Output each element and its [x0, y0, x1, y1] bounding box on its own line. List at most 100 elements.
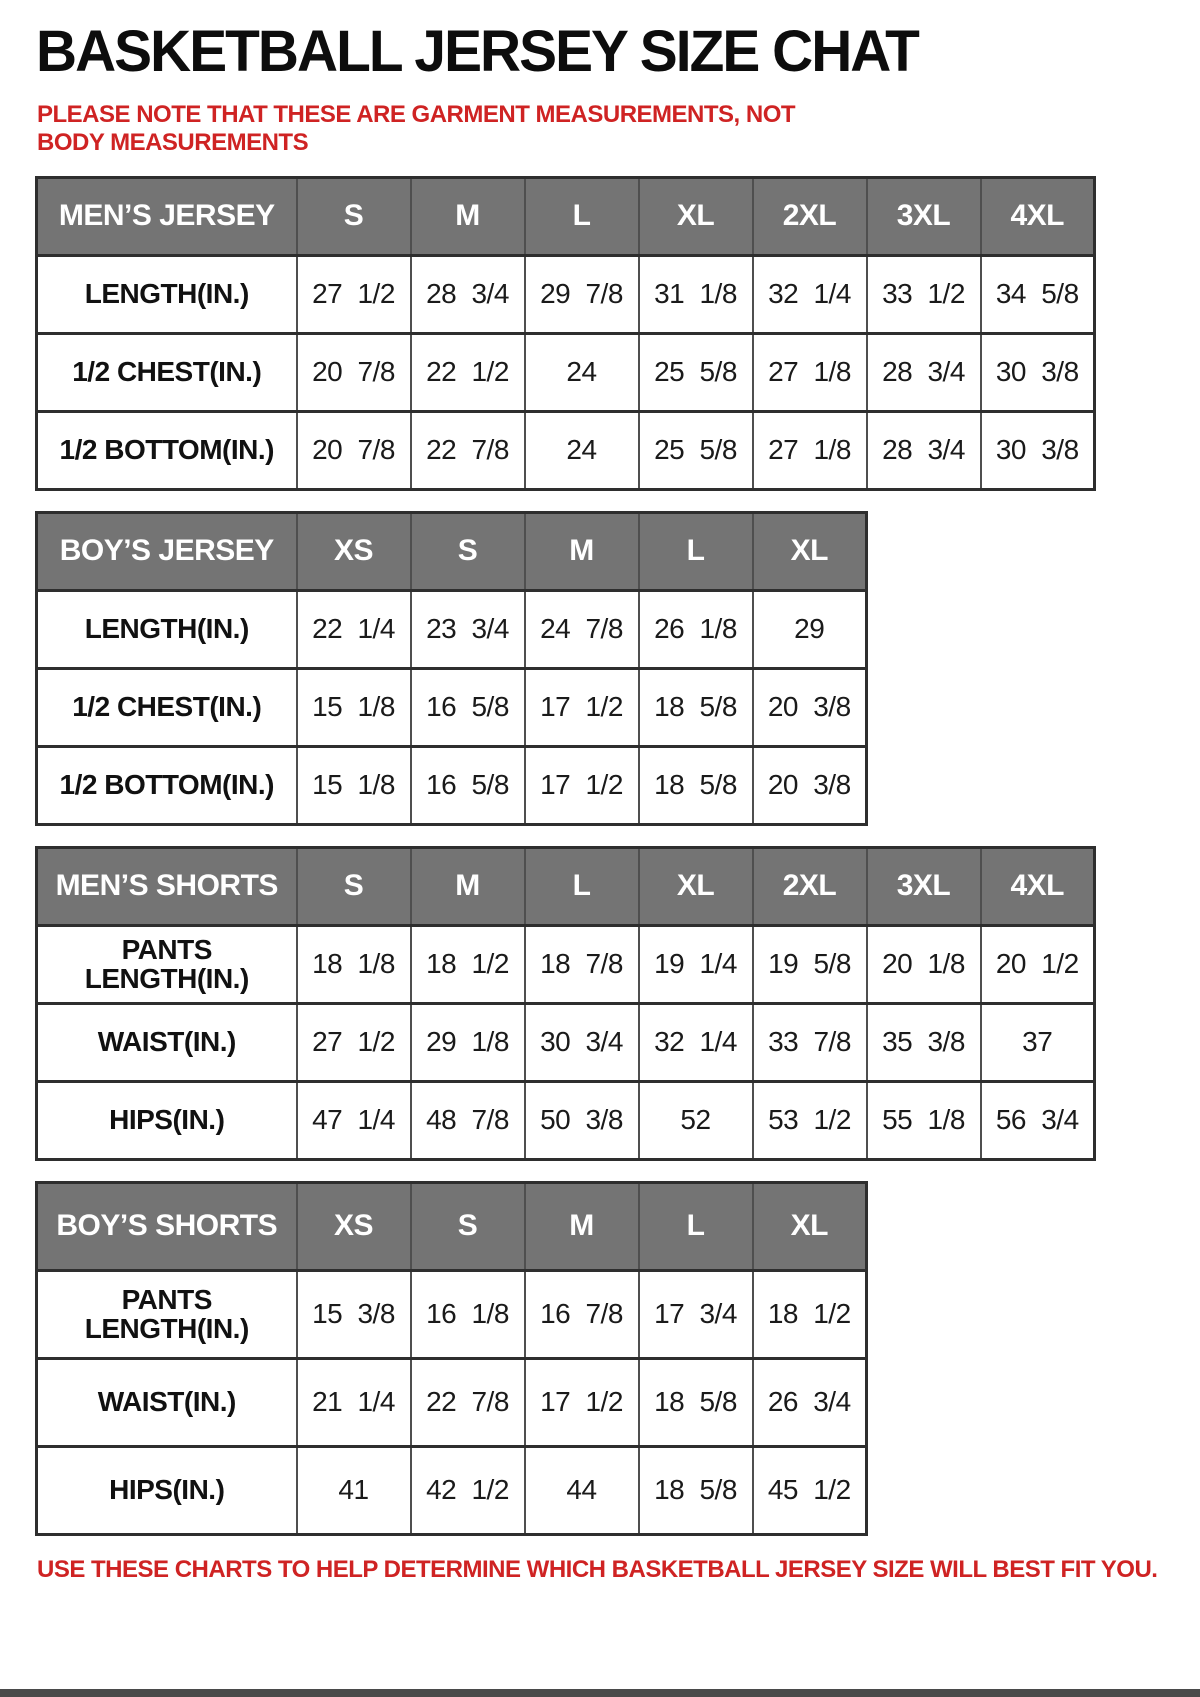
size-table-header-row: MEN’S JERSEY S M L XL 2XL 3XL 4XL [35, 175, 1096, 257]
size-header-cell: S [295, 845, 412, 927]
measurement-value-cell: 25 5/8 [637, 331, 754, 413]
size-header-cell: XL [751, 1180, 868, 1272]
size-header-cell: XS [295, 510, 412, 592]
size-header-cell: 2XL [751, 845, 868, 927]
measurement-value-cell: 18 1/2 [409, 923, 526, 1005]
table-row: 1/2 BOTTOM(IN.) 15 1/8 16 5/8 17 1/2 18 5/8 2… [35, 744, 868, 826]
row-label-cell: 1/2 CHEST(IN.) [35, 666, 298, 748]
measurement-value-cell: 18 5/8 [637, 666, 754, 748]
measurement-value-cell: 45 1/2 [751, 1444, 868, 1536]
measurement-value-cell: 52 [637, 1079, 754, 1161]
measurement-value-cell: 37 [979, 1001, 1096, 1083]
size-header-cell: L [637, 1180, 754, 1272]
size-header-cell: M [523, 510, 640, 592]
measurement-value-cell: 16 7/8 [523, 1268, 640, 1360]
measurement-value-cell: 55 1/8 [865, 1079, 982, 1161]
measurement-value-cell: 34 5/8 [979, 253, 1096, 335]
size-header-cell: XL [637, 845, 754, 927]
measurement-value-cell: 26 3/4 [751, 1356, 868, 1448]
table-row: 1/2 CHEST(IN.) 20 7/8 22 1/2 24 25 5/8 27 1/8… [35, 331, 1096, 413]
measurement-value-cell: 47 1/4 [295, 1079, 412, 1161]
measurement-value-cell: 20 7/8 [295, 409, 412, 491]
measurement-value-cell: 26 1/8 [637, 588, 754, 670]
row-label-cell: HIPS(IN.) [35, 1079, 298, 1161]
size-table-boys-jersey: BOY’S JERSEY XS S M L XL LENGTH(IN.) 22 1/4 23 3… [35, 510, 868, 826]
measurement-value-cell: 30 3/4 [523, 1001, 640, 1083]
table-row: PANTS LENGTH(IN.) 18 1/8 18 1/2 18 7/8 19 1/… [35, 923, 1096, 1005]
measurement-value-cell: 30 3/8 [979, 409, 1096, 491]
row-label-cell: WAIST(IN.) [35, 1001, 298, 1083]
measurement-value-cell: 56 3/4 [979, 1079, 1096, 1161]
measurement-value-cell: 16 5/8 [409, 744, 526, 826]
measurement-value-cell: 18 7/8 [523, 923, 640, 1005]
measurement-value-cell: 18 1/8 [295, 923, 412, 1005]
measurement-value-cell: 22 7/8 [409, 409, 526, 491]
measurement-value-cell: 15 1/8 [295, 666, 412, 748]
measurement-value-cell: 53 1/2 [751, 1079, 868, 1161]
row-label-cell: LENGTH(IN.) [35, 253, 298, 335]
measurement-value-cell: 18 1/2 [751, 1268, 868, 1360]
size-table-boys-shorts: BOY’S SHORTS XS S M L XL PANTS LENGTH(IN.) 15 3… [35, 1180, 868, 1536]
row-label-cell: WAIST(IN.) [35, 1356, 298, 1448]
row-label-cell: HIPS(IN.) [35, 1444, 298, 1536]
measurement-value-cell: 24 [523, 331, 640, 413]
measurement-value-cell: 33 1/2 [865, 253, 982, 335]
size-header-cell: XS [295, 1180, 412, 1272]
measurement-value-cell: 15 1/8 [295, 744, 412, 826]
measurement-value-cell: 32 1/4 [751, 253, 868, 335]
measurement-value-cell: 28 3/4 [865, 331, 982, 413]
size-table-header-row: BOY’S JERSEY XS S M L XL [35, 510, 868, 592]
row-label-cell: 1/2 BOTTOM(IN.) [35, 744, 298, 826]
size-table-header-row: BOY’S SHORTS XS S M L XL [35, 1180, 868, 1272]
measurement-value-cell: 29 [751, 588, 868, 670]
measurement-value-cell: 20 3/8 [751, 744, 868, 826]
measurement-value-cell: 22 7/8 [409, 1356, 526, 1448]
measurement-value-cell: 17 1/2 [523, 1356, 640, 1448]
measurement-value-cell: 20 7/8 [295, 331, 412, 413]
measurement-value-cell: 28 3/4 [409, 253, 526, 335]
size-header-cell: S [295, 175, 412, 257]
size-header-cell: M [409, 175, 526, 257]
measurement-value-cell: 32 1/4 [637, 1001, 754, 1083]
table-title-cell: MEN’S JERSEY [35, 175, 298, 257]
size-table-mens-jersey: MEN’S JERSEY S M L XL 2XL 3XL 4XL LENGTH(IN.) 27 … [35, 175, 1096, 491]
measurement-value-cell: 27 1/2 [295, 253, 412, 335]
measurement-value-cell: 21 1/4 [295, 1356, 412, 1448]
measurement-value-cell: 41 [295, 1444, 412, 1536]
table-title-cell: MEN’S SHORTS [35, 845, 298, 927]
size-header-cell: M [409, 845, 526, 927]
footer-text: USE THESE CHARTS TO HELP DETERMINE WHICH… [37, 1555, 1158, 1583]
size-header-cell: 2XL [751, 175, 868, 257]
table-title-cell: BOY’S SHORTS [35, 1180, 298, 1272]
measurement-value-cell: 30 3/8 [979, 331, 1096, 413]
page-title: BASKETBALL JERSEY SIZE CHAT [36, 19, 920, 84]
measurement-value-cell: 19 1/4 [637, 923, 754, 1005]
row-label-cell: LENGTH(IN.) [35, 588, 298, 670]
measurement-value-cell: 23 3/4 [409, 588, 526, 670]
measurement-value-cell: 22 1/2 [409, 331, 526, 413]
table-title-cell: BOY’S JERSEY [35, 510, 298, 592]
bottom-edge-bar [0, 1689, 1200, 1697]
row-label-cell: PANTS LENGTH(IN.) [35, 923, 298, 1005]
measurement-value-cell: 31 1/8 [637, 253, 754, 335]
measurement-value-cell: 15 3/8 [295, 1268, 412, 1360]
measurement-value-cell: 29 1/8 [409, 1001, 526, 1083]
measurement-value-cell: 20 3/8 [751, 666, 868, 748]
size-header-cell: 3XL [865, 175, 982, 257]
size-header-cell: M [523, 1180, 640, 1272]
measurement-value-cell: 20 1/8 [865, 923, 982, 1005]
size-tables: MEN’S JERSEY S M L XL 2XL 3XL 4XL LENGTH(IN.) 27 … [0, 175, 1200, 1536]
measurement-value-cell: 20 1/2 [979, 923, 1096, 1005]
size-header-cell: S [409, 510, 526, 592]
size-table-header-row: MEN’S SHORTS S M L XL 2XL 3XL 4XL [35, 845, 1096, 927]
table-row: 1/2 CHEST(IN.) 15 1/8 16 5/8 17 1/2 18 5/8 20… [35, 666, 868, 748]
measurement-value-cell: 18 5/8 [637, 1444, 754, 1536]
table-row: 1/2 BOTTOM(IN.) 20 7/8 22 7/8 24 25 5/8 27 1/… [35, 409, 1096, 491]
measurement-value-cell: 27 1/8 [751, 409, 868, 491]
measurement-value-cell: 28 3/4 [865, 409, 982, 491]
measurement-value-cell: 19 5/8 [751, 923, 868, 1005]
measurement-value-cell: 16 1/8 [409, 1268, 526, 1360]
measurement-value-cell: 42 1/2 [409, 1444, 526, 1536]
row-label-cell: 1/2 CHEST(IN.) [35, 331, 298, 413]
measurement-value-cell: 48 7/8 [409, 1079, 526, 1161]
